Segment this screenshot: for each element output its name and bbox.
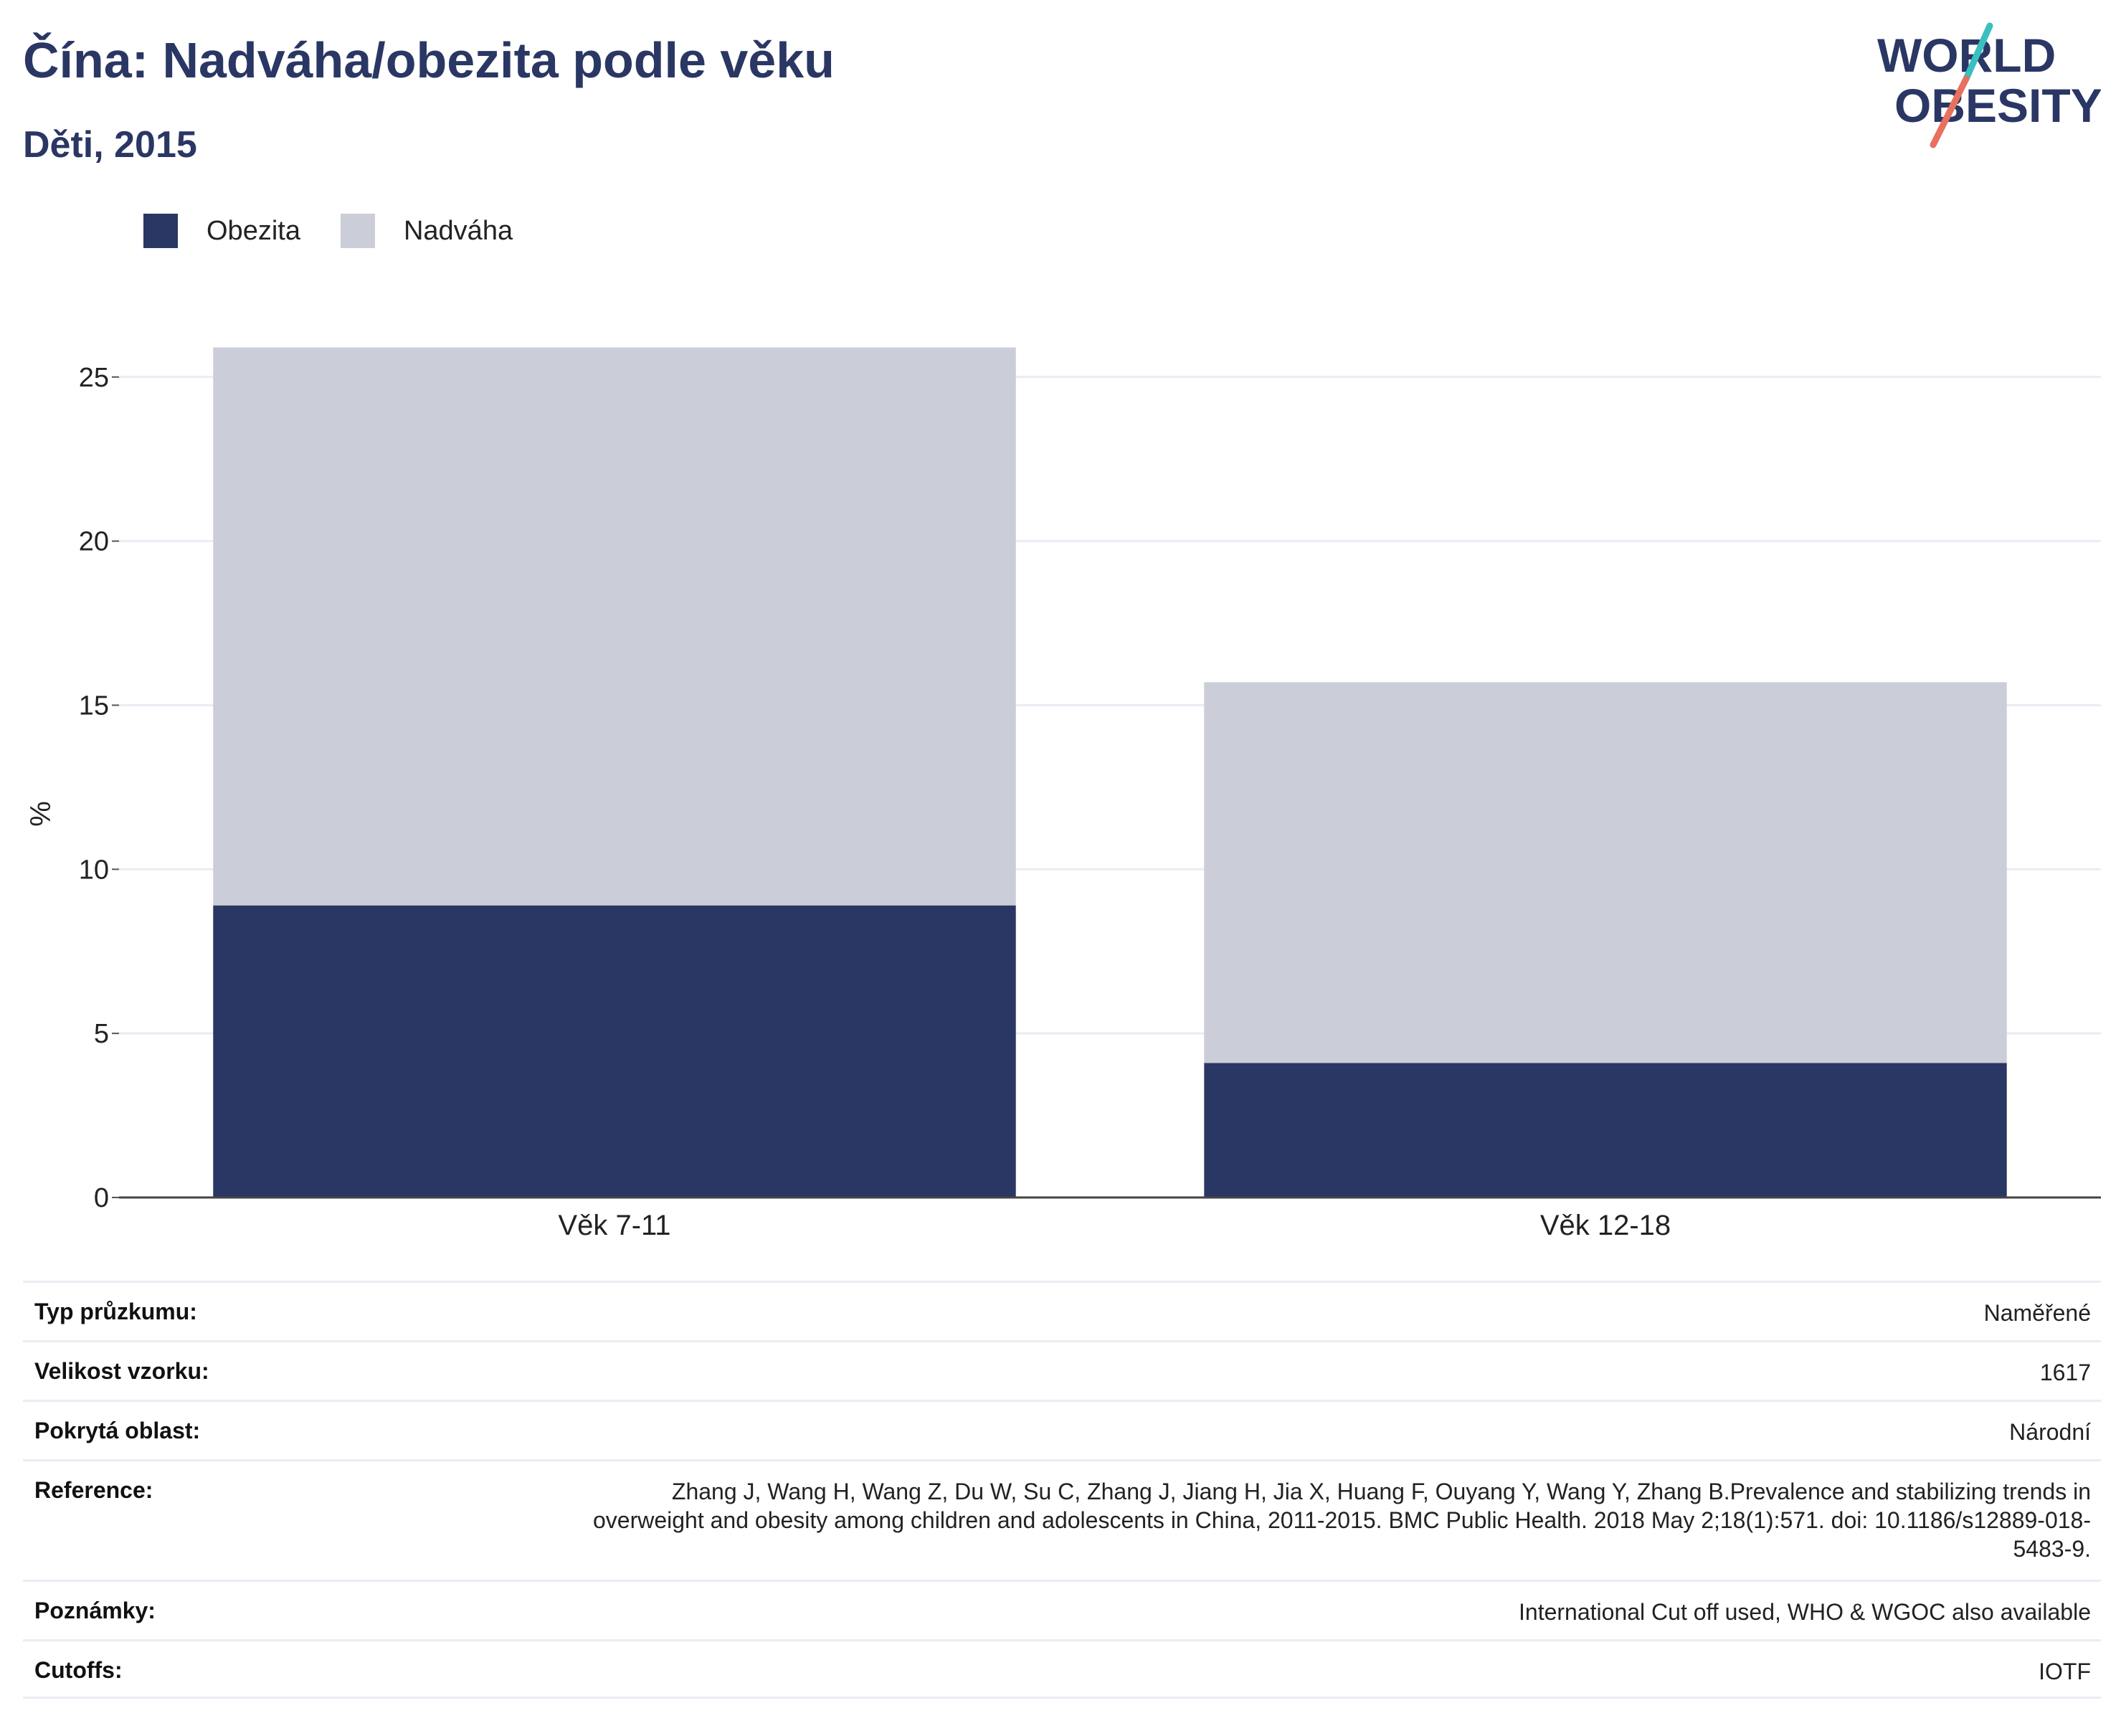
legend-label-obezita: Obezita: [207, 215, 300, 246]
legend-item-nadvaha[interactable]: Nadváha: [340, 214, 513, 248]
chart-subtitle: Děti, 2015: [23, 124, 197, 166]
info-value: Národní: [2009, 1419, 2091, 1445]
info-row-cutoffs: Cutoffs: IOTF: [23, 1639, 2101, 1699]
y-tick-label: 15: [79, 691, 109, 721]
chart-legend: Obezita Nadváha: [143, 214, 553, 248]
stacked-bar-chart: 0 5 10 15 20 25% Věk 7-11 Věk 12-18: [25, 347, 2101, 1241]
bar-obezita: [213, 905, 1016, 1197]
world-obesity-logo: WORLD OBESITY: [1877, 22, 2101, 148]
bar-nadváha: [213, 347, 1016, 906]
survey-info-table: Typ průzkumu: Naměřené Velikost vzorku: …: [23, 1281, 2101, 1699]
x-tick-label: Věk 7-11: [558, 1210, 670, 1241]
info-value: Zhang J, Wang H, Wang Z, Du W, Su C, Zha…: [592, 1479, 2091, 1562]
logo-word-2: OBESITY: [1894, 79, 2101, 132]
info-key: Poznámky:: [34, 1598, 156, 1623]
bar-obezita: [1204, 1063, 2007, 1197]
logo-slash-teal: [1963, 22, 1993, 82]
info-row-survey-type: Typ průzkumu: Naměřené: [23, 1281, 2101, 1340]
info-row-notes: Poznámky: International Cut off used, WH…: [23, 1580, 2101, 1639]
legend-label-nadvaha: Nadváha: [403, 215, 513, 246]
info-value: Naměřené: [1983, 1300, 2091, 1326]
info-value: International Cut off used, WHO & WGOC a…: [1519, 1599, 2091, 1625]
x-tick-label: Věk 12-18: [1540, 1210, 1671, 1241]
y-tick-label: 25: [79, 363, 109, 393]
info-row-coverage: Pokrytá oblast: Národní: [23, 1400, 2101, 1459]
info-key: Typ průzkumu:: [34, 1299, 197, 1324]
y-tick-label: 5: [94, 1019, 109, 1049]
y-tick-label: 10: [79, 855, 109, 885]
info-key: Pokrytá oblast:: [34, 1418, 201, 1443]
info-row-reference: Reference: Zhang J, Wang H, Wang Z, Du W…: [23, 1459, 2101, 1580]
y-tick-label: 0: [94, 1183, 109, 1213]
legend-swatch-obezita: [143, 214, 178, 248]
info-key: Cutoffs:: [34, 1657, 123, 1683]
info-value: 1617: [2039, 1360, 2091, 1385]
info-row-sample-size: Velikost vzorku: 1617: [23, 1340, 2101, 1400]
chart-title: Čína: Nadváha/obezita podle věku: [23, 32, 835, 88]
legend-item-obezita[interactable]: Obezita: [143, 214, 300, 248]
info-key: Reference:: [34, 1477, 153, 1503]
info-value: IOTF: [2039, 1659, 2091, 1684]
y-tick-label: 20: [79, 527, 109, 557]
legend-swatch-nadvaha: [340, 214, 375, 248]
bar-nadváha: [1204, 682, 2007, 1063]
logo-slash-red: [1930, 75, 1970, 148]
y-axis-label: %: [25, 801, 57, 827]
info-key: Velikost vzorku:: [34, 1358, 209, 1384]
